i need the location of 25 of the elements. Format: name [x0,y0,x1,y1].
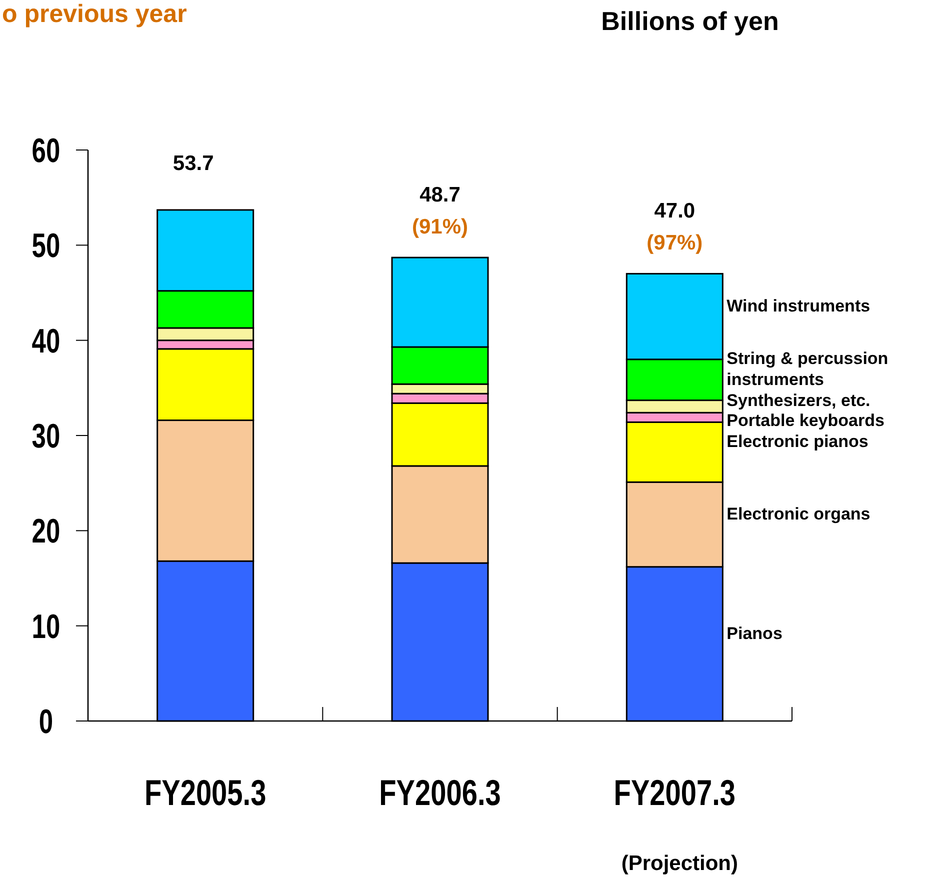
y-tick-label: 0 [38,704,54,741]
x-tick-label: FY2007.3 [614,772,736,813]
total-label: 48.7 [420,184,460,207]
total-label: 53.7 [172,152,214,175]
annotation: (97%) [646,232,703,255]
y-tick-label: 10 [32,608,60,646]
x-tick-label: FY2005.3 [144,772,266,813]
y-tick-label: 50 [32,228,60,266]
annotation: (91%) [412,216,468,239]
y-tick-label: 20 [32,513,60,551]
series-label: Synthesizers, etc. [726,390,870,410]
series-label: Wind instruments [726,296,870,316]
y-tick-label: 60 [32,132,60,170]
y-tick-label: 40 [32,322,60,360]
series-label: Electronic organs [726,504,870,524]
series-label: String & percussion instruments [726,348,888,389]
chart-subtitle: Billions of yen [601,6,779,36]
text: (Projection) [621,852,738,875]
y-tick-label: 30 [32,418,60,456]
chart-title: o previous year [2,0,188,28]
series-label: Portable keyboards [726,410,884,430]
total-label: 47.0 [654,200,696,223]
x-tick-label: FY2006.3 [379,772,501,813]
series-label: Pianos [726,624,782,643]
series-label: Electronic pianos [726,432,868,452]
